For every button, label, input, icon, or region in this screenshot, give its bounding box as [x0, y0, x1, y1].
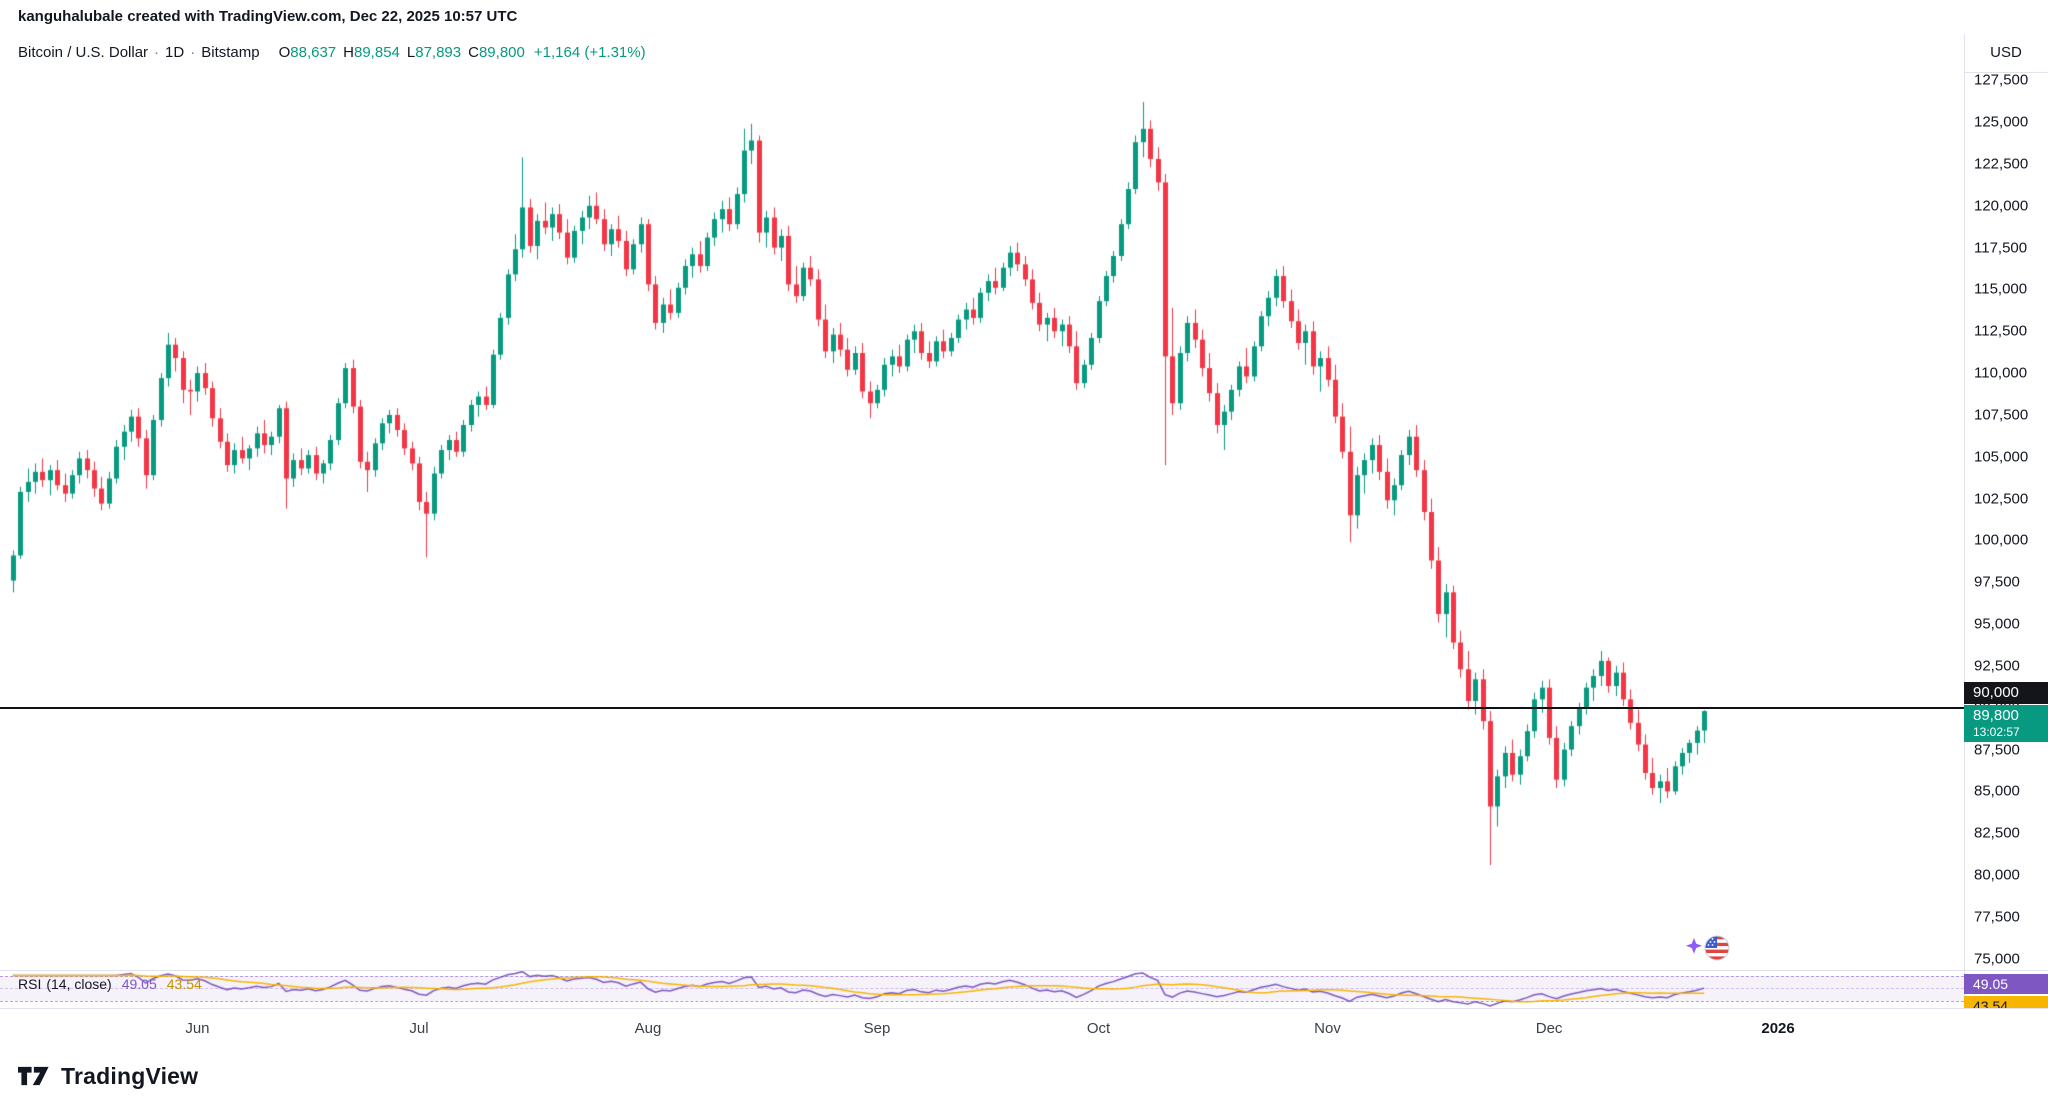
rsi-current-value: 49.05: [121, 976, 157, 992]
flag-sparkle-icon: [1684, 930, 1736, 973]
legend-separator: ·: [154, 44, 160, 61]
price-axis-border: [1964, 34, 1965, 1008]
symbol-title[interactable]: Bitcoin / U.S. Dollar: [18, 44, 149, 61]
price-tick-label: 127,500: [1974, 71, 2029, 89]
tradingview-wordmark[interactable]: TradingView: [61, 1062, 199, 1089]
price-tick-label: 125,000: [1974, 113, 2029, 131]
price-tick-label: 77,500: [1974, 908, 2020, 926]
last-price-value: 89,800: [1973, 707, 2019, 724]
price-tick-label: 102,500: [1974, 490, 2029, 508]
open-label: O: [278, 44, 291, 61]
interval-label[interactable]: 1D: [165, 44, 185, 61]
price-tick-label: 105,000: [1974, 448, 2029, 466]
price-tick-label: 95,000: [1974, 615, 2020, 633]
rsi-legend[interactable]: RSI (14, close) 49.05 43.54: [18, 976, 202, 992]
price-tick-label: 110,000: [1974, 364, 2028, 382]
price-tick-label: 115,000: [1974, 280, 2028, 298]
symbol-legend: Bitcoin / U.S. Dollar · 1D · Bitstamp O88,637…: [18, 44, 646, 61]
low-label: L: [406, 44, 416, 61]
footer-brand: TradingView: [18, 1056, 198, 1096]
time-tick-nov: Nov: [1314, 1020, 1341, 1037]
high-label: H: [343, 44, 354, 61]
close-label: C: [468, 44, 479, 61]
low-value: 87,893: [415, 44, 462, 61]
open-value: 88,637: [290, 44, 337, 61]
countdown-timer: 13:02:57: [1973, 725, 2020, 739]
currency-separator: [1964, 72, 2048, 73]
currency-label: USD: [1990, 44, 2022, 61]
time-tick-sep: Sep: [863, 1020, 891, 1037]
change-value: +1,164 (+1.31%): [533, 44, 646, 61]
ohlc-values: O88,637 H89,854 L87,893 C89,800 +1,164 (+1.3…: [272, 44, 646, 61]
price-tick-label: 120,000: [1974, 197, 2029, 215]
last-price-badge: 89,800 13:02:57: [1964, 705, 2048, 742]
price-tick-label: 117,500: [1974, 239, 2028, 257]
time-tick-oct: Oct: [1086, 1020, 1111, 1037]
price-tick-label: 80,000: [1974, 866, 2020, 884]
rsi-value-badge: 49.05: [1964, 974, 2048, 994]
rsi-params: (14, close): [46, 976, 112, 992]
price-tick-label: 75,000: [1974, 950, 2020, 968]
price-tick-label: 82,500: [1974, 824, 2020, 842]
legend-separator: ·: [190, 44, 196, 61]
time-tick-jun: Jun: [185, 1020, 210, 1037]
price-tick-label: 97,500: [1974, 573, 2020, 591]
exchange-label[interactable]: Bitstamp: [201, 44, 260, 61]
time-tick-dec: Dec: [1535, 1020, 1563, 1037]
price-tick-label: 85,000: [1974, 782, 2020, 800]
time-axis[interactable]: Jun Jul Aug Sep Oct Nov Dec 2026: [0, 1008, 2048, 1104]
high-value: 89,854: [354, 44, 400, 61]
price-tick-label: 107,500: [1974, 406, 2029, 424]
time-tick-aug: Aug: [634, 1020, 662, 1037]
time-tick-2026: 2026: [1761, 1020, 1795, 1037]
rsi-ma-value: 43.54: [166, 976, 202, 992]
tradingview-logo-icon[interactable]: [18, 1064, 52, 1088]
price-tick-label: 92,500: [1974, 657, 2020, 675]
close-value: 89,800: [478, 44, 525, 61]
attribution-text: kanguhalubale created with TradingView.c…: [18, 8, 518, 25]
rsi-title: RSI: [18, 976, 42, 992]
price-level-badge: 90,000: [1964, 682, 2048, 704]
horizontal-line-90000[interactable]: [0, 706, 1964, 709]
price-tick-label: 122,500: [1974, 155, 2029, 173]
price-tick-label: 87,500: [1974, 741, 2020, 759]
price-tick-label: 100,000: [1974, 531, 2029, 549]
time-tick-jul: Jul: [409, 1020, 429, 1037]
rsi-pane-border[interactable]: [0, 970, 2048, 971]
price-tick-label: 112,500: [1974, 322, 2028, 340]
